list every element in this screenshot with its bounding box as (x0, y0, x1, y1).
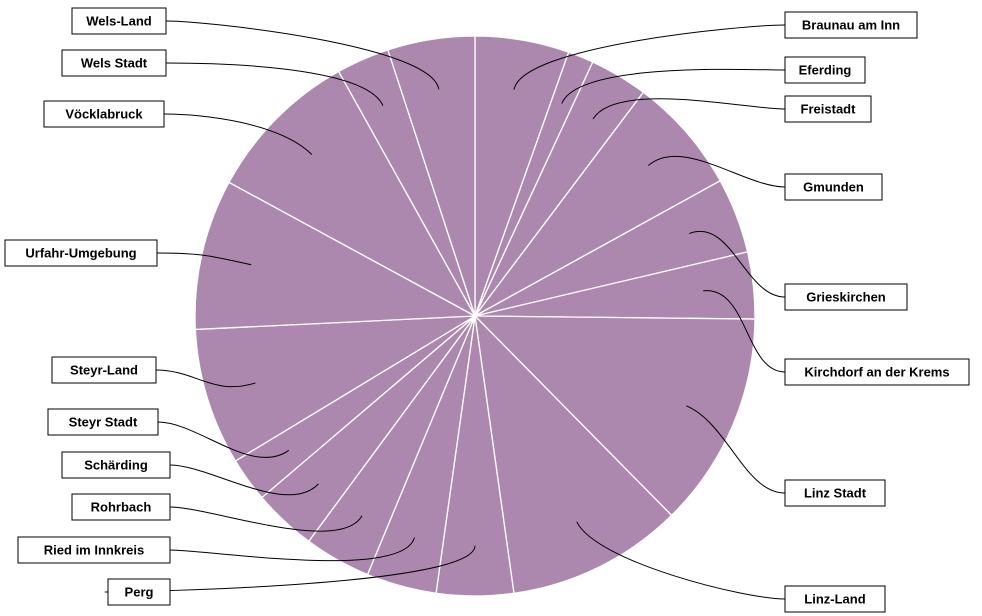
slice-label-braunau-am-inn: Braunau am Inn (784, 11, 918, 39)
label-box-rohrbach (71, 493, 171, 521)
label-text-perg: Perg (125, 585, 154, 600)
slice-label-linz-stadt: Linz Stadt (784, 479, 886, 507)
pie-slice-linz-stadt (473, 315, 756, 517)
label-text-linz-stadt: Linz Stadt (804, 486, 867, 501)
pie-slice-steyr-land (194, 315, 476, 462)
label-box-braunau-am-inn (784, 11, 918, 39)
slice-label-freistadt: Freistadt (784, 95, 872, 123)
label-box-eferding (784, 56, 866, 84)
label-text-linz-land: Linz-Land (804, 592, 865, 607)
pie-slice-linz-land (474, 314, 673, 595)
leader-line-braunau-am-inn (513, 24, 786, 90)
slice-label-grieskirchen: Grieskirchen (784, 283, 908, 311)
label-box-gmunden (784, 173, 883, 201)
leader-line-ried-im-innkreis (169, 537, 415, 562)
slice-label-kirchdorf-an-der-krems: Kirchdorf an der Krems (784, 358, 970, 386)
leader-line-eferding (561, 68, 786, 104)
pie-slices (194, 35, 756, 597)
label-box-perg (107, 578, 171, 606)
label-box-linz-land (784, 585, 886, 613)
slice-label-eferding: Eferding (784, 56, 866, 84)
label-text-ried-im-innkreis: Ried im Innkreis (44, 543, 144, 558)
slice-label-linz-land: Linz-Land (784, 585, 886, 613)
leader-line-steyr-stadt (157, 421, 290, 458)
leader-line-schaerding (169, 464, 319, 496)
label-box-grieskirchen (784, 283, 908, 311)
leader-line-wels-stadt (165, 62, 384, 106)
label-text-braunau-am-inn: Braunau am Inn (802, 18, 900, 33)
slice-label-voecklabruck: Vöcklabruck (43, 100, 165, 128)
leader-line-rohrbach (169, 506, 363, 532)
label-text-wels-stadt: Wels Stadt (81, 56, 148, 71)
label-text-steyr-stadt: Steyr Stadt (69, 415, 138, 430)
label-text-voecklabruck: Vöcklabruck (65, 107, 143, 122)
label-text-kirchdorf-an-der-krems: Kirchdorf an der Krems (804, 365, 949, 380)
label-box-steyr-stadt (47, 408, 159, 436)
label-text-freistadt: Freistadt (801, 102, 857, 117)
leader-line-steyr-land (155, 369, 256, 388)
slice-label-steyr-land: Steyr-Land (51, 356, 157, 384)
slice-label-steyr-stadt: Steyr Stadt (47, 408, 159, 436)
label-text-steyr-land: Steyr-Land (70, 363, 138, 378)
slice-label-urfahr-umgebung: Urfahr-Umgebung (4, 239, 158, 267)
label-text-rohrbach: Rohrbach (91, 500, 152, 515)
slice-label-rohrbach: Rohrbach (71, 493, 171, 521)
label-box-kirchdorf-an-der-krems (784, 358, 970, 386)
label-box-linz-stadt (784, 479, 886, 507)
label-text-schaerding: Schärding (84, 458, 148, 473)
label-text-eferding: Eferding (799, 63, 852, 78)
label-box-ried-im-innkreis (17, 536, 171, 564)
slice-label-ried-im-innkreis: Ried im Innkreis (17, 536, 171, 564)
leader-line-gmunden (648, 155, 786, 188)
leader-line-urfahr-umgebung (156, 252, 252, 266)
label-box-wels-stadt (61, 49, 167, 77)
label-text-gmunden: Gmunden (803, 180, 864, 195)
slice-label-wels-stadt: Wels Stadt (61, 49, 167, 77)
leader-line-freistadt (592, 98, 786, 120)
label-box-urfahr-umgebung (4, 239, 158, 267)
leader-line-grieskirchen (689, 230, 786, 298)
label-box-wels-land (71, 7, 167, 35)
slice-label-wels-land: Wels-Land (71, 7, 167, 35)
label-box-steyr-land (51, 356, 157, 384)
pie-slice-wels-land (387, 35, 476, 317)
label-text-wels-land: Wels-Land (86, 14, 152, 29)
leader-line-voecklabruck (163, 113, 313, 155)
pie-slice-voecklabruck (228, 70, 477, 318)
pie-slice-gmunden (474, 91, 722, 317)
leader-line-linz-land (576, 521, 786, 600)
label-box-schaerding (61, 451, 171, 479)
label-text-grieskirchen: Grieskirchen (806, 290, 886, 305)
label-box-voecklabruck (43, 100, 165, 128)
slice-label-perg: Perg (107, 578, 171, 606)
slice-label-gmunden: Gmunden (784, 173, 883, 201)
leader-lines (104, 20, 786, 600)
label-box-freistadt (784, 95, 872, 123)
leader-line-kirchdorf-an-der-krems (703, 290, 786, 373)
slice-labels: Braunau am Inn Eferding Freistadt Gmunden Gr… (4, 7, 970, 613)
slice-label-schaerding: Schärding (61, 451, 171, 479)
label-text-urfahr-umgebung: Urfahr-Umgebung (25, 246, 136, 261)
pie-slice-urfahr-umgebung (194, 181, 478, 331)
leader-line-linz-stadt (686, 405, 786, 494)
leader-line-wels-land (165, 20, 440, 90)
